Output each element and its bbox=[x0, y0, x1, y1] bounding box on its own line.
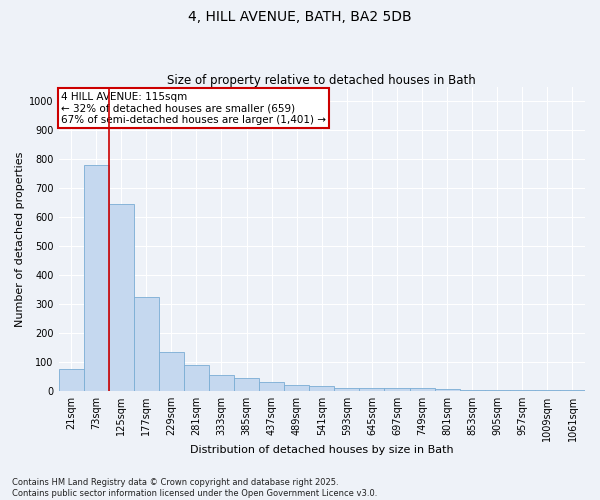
Text: 4, HILL AVENUE, BATH, BA2 5DB: 4, HILL AVENUE, BATH, BA2 5DB bbox=[188, 10, 412, 24]
Bar bbox=[410, 388, 434, 390]
Bar bbox=[184, 364, 209, 390]
Bar bbox=[134, 296, 159, 390]
Bar bbox=[159, 352, 184, 391]
Bar bbox=[334, 388, 359, 390]
Bar bbox=[309, 386, 334, 390]
Title: Size of property relative to detached houses in Bath: Size of property relative to detached ho… bbox=[167, 74, 476, 87]
Bar bbox=[259, 382, 284, 390]
Bar bbox=[359, 388, 385, 390]
Bar bbox=[234, 378, 259, 390]
Y-axis label: Number of detached properties: Number of detached properties bbox=[15, 151, 25, 326]
Text: 4 HILL AVENUE: 115sqm
← 32% of detached houses are smaller (659)
67% of semi-det: 4 HILL AVENUE: 115sqm ← 32% of detached … bbox=[61, 92, 326, 125]
Bar bbox=[83, 165, 109, 390]
Bar bbox=[59, 369, 83, 390]
Bar bbox=[385, 388, 410, 390]
Text: Contains HM Land Registry data © Crown copyright and database right 2025.
Contai: Contains HM Land Registry data © Crown c… bbox=[12, 478, 377, 498]
Bar bbox=[284, 385, 309, 390]
X-axis label: Distribution of detached houses by size in Bath: Distribution of detached houses by size … bbox=[190, 445, 454, 455]
Bar bbox=[109, 204, 134, 390]
Bar bbox=[209, 375, 234, 390]
